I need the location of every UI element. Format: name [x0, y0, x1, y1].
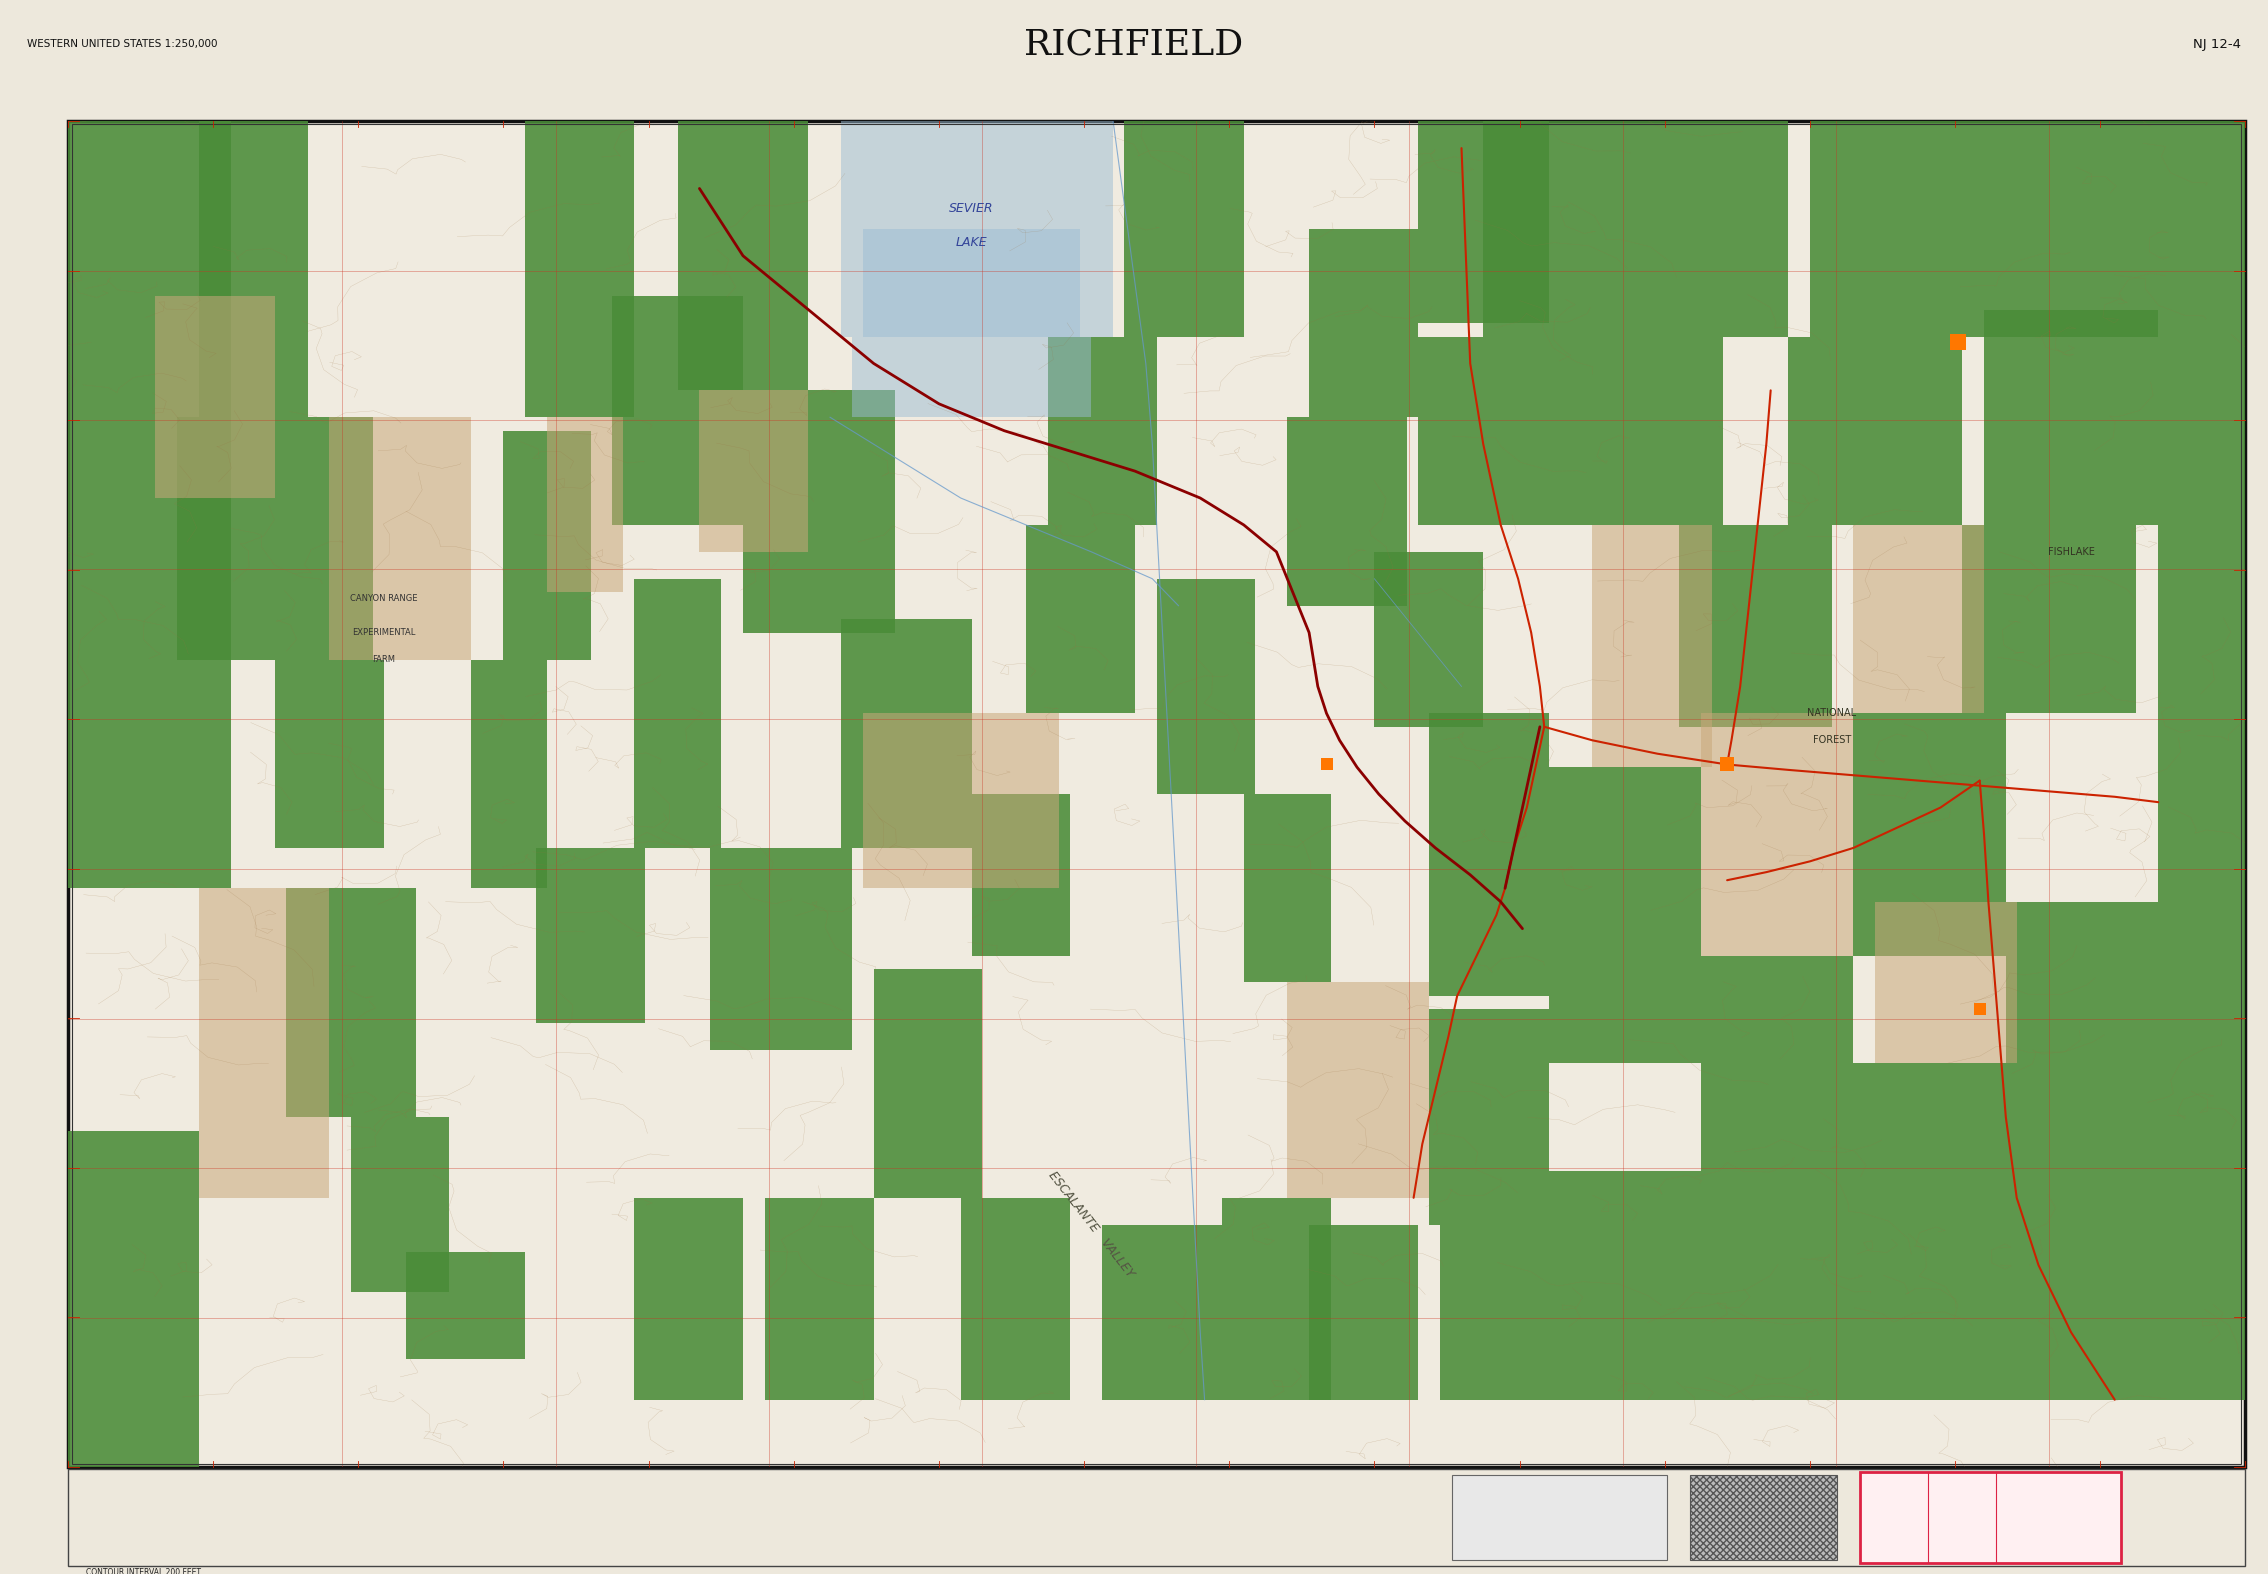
- Bar: [68, 1469, 2245, 1566]
- Text: RICHFIELD, Utah: RICHFIELD, Utah: [2089, 1549, 2184, 1560]
- Text: WESTERN UNITED STATES 1:250,000: WESTERN UNITED STATES 1:250,000: [27, 39, 218, 49]
- Text: HIGHWAYS (PAVED): HIGHWAYS (PAVED): [86, 1505, 161, 1514]
- Bar: [68, 121, 2245, 1467]
- Text: CONTOUR INTERVAL 200 FEET: CONTOUR INTERVAL 200 FEET: [86, 1568, 202, 1574]
- Text: FOR SALE BY U.S. GEOLOGICAL SURVEY, DENVER 2, COLORADO OR WASHINGTON 25, D.C.: FOR SALE BY U.S. GEOLOGICAL SURVEY, DENV…: [943, 1538, 1325, 1547]
- Bar: [1690, 1475, 1837, 1560]
- Text: CONTOUR INTERVAL 200 FEET: CONTOUR INTERVAL 200 FEET: [1070, 1494, 1198, 1503]
- Text: ROADS (IMPROVED): ROADS (IMPROVED): [86, 1517, 161, 1527]
- Bar: [1129, 1492, 1188, 1508]
- Text: LOS ANGELES: LOS ANGELES: [463, 1487, 535, 1497]
- Text: STREAMS: STREAMS: [86, 1543, 122, 1552]
- Bar: [1860, 1472, 2121, 1563]
- Text: ROADS (UNIMPROVED): ROADS (UNIMPROVED): [86, 1530, 172, 1539]
- Text: RICHFIELD: RICHFIELD: [1025, 27, 1243, 61]
- Text: FORESTS: FORESTS: [86, 1555, 120, 1565]
- Text: Historical Topo: Historical Topo: [1887, 1513, 1944, 1522]
- Text: Scale 1:250,000: Scale 1:250,000: [1066, 1509, 1134, 1519]
- Text: OMAHA: OMAHA: [483, 1500, 515, 1509]
- Text: POPULATED PLACES: POPULATED PLACES: [86, 1480, 163, 1489]
- Text: NJ 12-4: NJ 12-4: [2193, 38, 2241, 50]
- Bar: [1070, 1492, 1129, 1508]
- Bar: [953, 1492, 1012, 1508]
- Text: USGS: USGS: [1887, 1491, 1921, 1502]
- Bar: [1452, 1475, 1667, 1560]
- Text: TRANSVERSE MERCATOR PROJECTION: TRANSVERSE MERCATOR PROJECTION: [1061, 1509, 1207, 1519]
- Bar: [1012, 1492, 1070, 1508]
- Text: Topographic Change: Topographic Change: [1887, 1533, 1957, 1539]
- Text: RAILROADS: RAILROADS: [86, 1492, 129, 1502]
- Bar: [1188, 1492, 1247, 1508]
